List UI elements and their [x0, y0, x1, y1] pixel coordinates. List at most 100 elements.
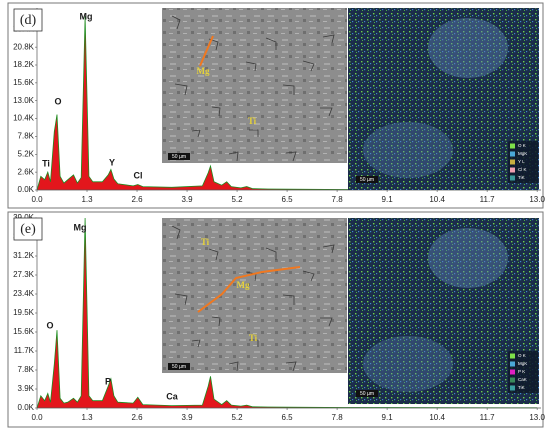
y-tick-label: 15.6K	[13, 78, 35, 87]
legend-swatch	[510, 385, 515, 391]
x-tick-label: 13.0	[529, 413, 545, 422]
legend-label: MgK	[518, 151, 527, 156]
x-tick-label: 1.3	[81, 195, 93, 204]
scale-text: 50 µm	[172, 154, 186, 160]
x-tick-label: 9.1	[382, 413, 394, 422]
x-tick-label: 9.1	[382, 195, 394, 204]
sem-crack	[302, 60, 315, 72]
sem-crack	[322, 244, 335, 254]
sem-crack	[191, 129, 201, 138]
x-tick-label: 11.7	[480, 195, 496, 204]
map-region	[428, 18, 508, 78]
legend-swatch	[510, 353, 515, 359]
legend-swatch	[510, 151, 515, 157]
panel-label: (e)	[20, 222, 36, 237]
legend-swatch	[510, 377, 515, 383]
y-tick-label: 3.9K	[18, 384, 35, 393]
legend-label: Cl K	[518, 167, 527, 172]
peak-label: Y	[109, 157, 115, 167]
sem-image	[162, 8, 347, 163]
x-tick-label: 6.5	[282, 195, 294, 204]
sem-crack	[285, 361, 297, 372]
legend-label: MgK	[518, 361, 527, 366]
sem-crack	[171, 15, 181, 30]
sem-crack	[191, 339, 201, 348]
legend-label: TiK	[518, 175, 525, 180]
x-tick-label: 0.0	[31, 413, 43, 422]
legend-label: P K	[518, 369, 525, 374]
sem-crack	[211, 316, 221, 327]
scale-text: 50 µm	[360, 391, 374, 397]
peak-label: Cl	[134, 170, 143, 180]
y-tick-label: 0.0K	[18, 185, 35, 194]
peak-label: Mg	[80, 11, 93, 21]
sem-crack	[285, 151, 297, 162]
measure-line	[199, 35, 214, 67]
legend-label: O K	[518, 353, 526, 358]
x-tick-label: 3.9	[181, 195, 193, 204]
sem-crack	[208, 248, 219, 261]
sem-crack	[228, 151, 239, 162]
x-tick-label: 10.4	[429, 413, 445, 422]
legend-label: CaK	[518, 377, 527, 382]
sem-crack	[171, 225, 181, 240]
sem-crack	[245, 61, 257, 72]
y-tick-label: 18.2K	[13, 60, 35, 69]
y-tick-label: 11.7K	[14, 346, 35, 355]
peak-label: O	[54, 96, 61, 106]
y-tick-label: 19.5K	[13, 308, 35, 317]
sem-label: Ti	[201, 237, 210, 247]
sem-label: Ti	[249, 333, 258, 343]
sem-crack	[249, 339, 259, 347]
y-tick-label: 10.4K	[13, 114, 35, 123]
spectrum-area	[37, 16, 538, 191]
peak-label: Ti	[42, 158, 50, 168]
sem-crack	[249, 129, 259, 137]
x-tick-label: 3.9	[181, 413, 193, 422]
scale-bar	[356, 176, 378, 183]
sem-crack	[265, 37, 277, 50]
legend-label: Y L	[518, 159, 525, 164]
x-tick-label: 2.6	[131, 195, 143, 204]
x-tick-label: 10.4	[429, 195, 445, 204]
legend-label: TiK	[518, 385, 525, 390]
y-tick-label: 27.3K	[13, 270, 35, 279]
sem-crack	[320, 317, 333, 327]
sem-label: Mg	[237, 280, 250, 290]
x-tick-label: 13.0	[529, 195, 545, 204]
legend-swatch	[510, 369, 515, 375]
sem-crack	[174, 83, 188, 96]
y-tick-label: 20.8K	[13, 42, 35, 51]
sem-crack	[265, 247, 277, 260]
sem-crack	[282, 294, 295, 305]
y-tick-label: 7.8K	[18, 132, 35, 141]
y-tick-label: 5.2K	[18, 149, 35, 158]
x-tick-label: 11.7	[480, 413, 496, 422]
eds-map	[348, 8, 539, 190]
panel-label: (d)	[20, 13, 37, 28]
peak-label: Mg	[74, 222, 87, 232]
y-tick-label: 7.8K	[18, 365, 35, 374]
legend-swatch	[510, 143, 515, 149]
panel-label-box	[13, 8, 43, 32]
scale-bar	[168, 153, 190, 160]
sem-crack	[302, 270, 315, 282]
x-tick-label: 6.5	[282, 413, 294, 422]
x-tick-label: 7.8	[332, 195, 344, 204]
spectrum-area	[37, 218, 538, 408]
scale-bar	[168, 363, 190, 370]
measure-line	[197, 266, 301, 313]
sem-crack	[320, 107, 333, 117]
legend-label: O K	[518, 143, 526, 148]
legend-swatch	[510, 159, 515, 165]
spectrum-line	[36, 217, 538, 409]
map-region	[428, 228, 508, 288]
scale-text: 50 µm	[172, 364, 186, 370]
y-tick-label: 2.6K	[18, 167, 35, 176]
x-tick-label: 0.0	[31, 195, 43, 204]
sem-label: Ti	[248, 116, 257, 126]
sem-crack	[228, 361, 239, 372]
map-region	[363, 336, 453, 392]
x-tick-label: 7.8	[332, 413, 344, 422]
legend-swatch	[510, 167, 515, 173]
